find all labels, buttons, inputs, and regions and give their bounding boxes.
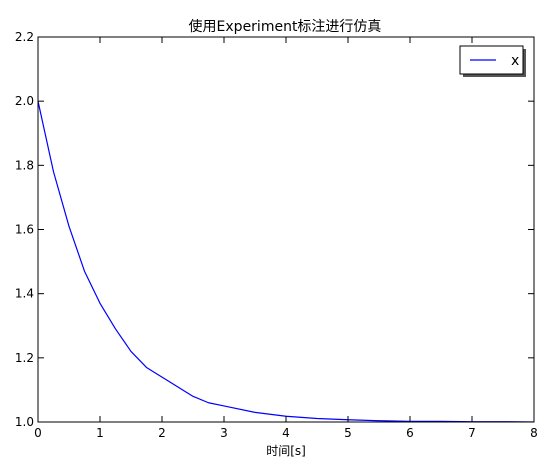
x-tick-label: 1 [96, 426, 104, 440]
x-axis: 0 1 2 3 4 5 6 7 8 [34, 37, 538, 440]
x-tick-label: 6 [406, 426, 414, 440]
x-tick-label: 0 [34, 426, 42, 440]
x-tick-label: 2 [158, 426, 166, 440]
chart-title: 使用Experiment标注进行仿真 [189, 18, 382, 35]
y-tick-label: 2.0 [15, 94, 34, 108]
y-tick-label: 1.6 [15, 223, 34, 237]
series-line-x [38, 101, 534, 422]
x-axis-label: 时间[s] [266, 444, 306, 458]
x-tick-label: 3 [220, 426, 228, 440]
y-tick-label: 1.4 [15, 287, 34, 301]
x-tick-label: 4 [282, 426, 290, 440]
x-tick-label: 5 [344, 426, 352, 440]
series-layer [38, 101, 534, 422]
y-tick-label: 1.2 [15, 351, 34, 365]
y-axis: 1.0 1.2 1.4 1.6 1.8 2.0 2.2 [15, 30, 534, 429]
legend: x [459, 45, 526, 77]
y-tick-label: 1.0 [15, 415, 34, 429]
y-tick-label: 1.8 [15, 158, 34, 172]
x-tick-label: 7 [468, 426, 476, 440]
x-tick-label: 8 [530, 426, 538, 440]
y-tick-label: 2.2 [15, 30, 34, 44]
plot-frame [37, 36, 535, 423]
legend-label: x [511, 53, 519, 69]
